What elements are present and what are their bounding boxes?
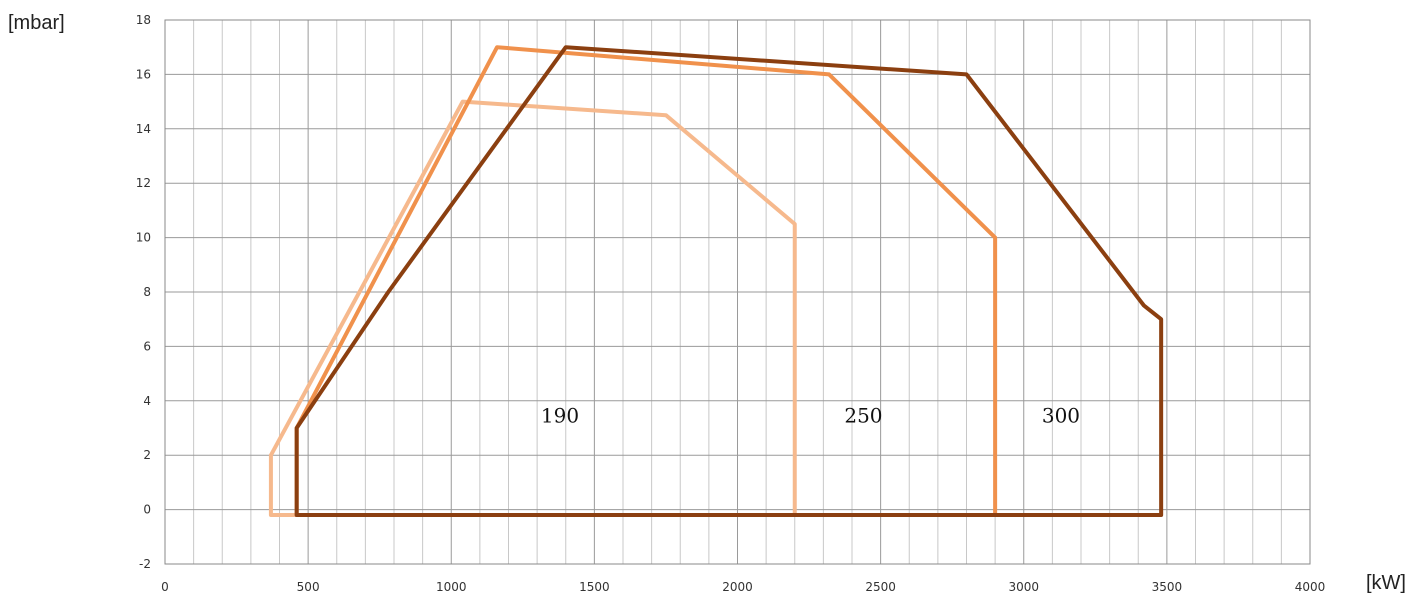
y-tick-label: 18 — [136, 13, 151, 27]
x-axis-unit-label: [kW] — [1366, 572, 1406, 594]
grid — [164, 19, 1311, 565]
region-label-250: 250 — [844, 404, 882, 428]
x-tick-label: 1000 — [436, 580, 467, 594]
series-lines — [268, 45, 1164, 518]
y-tick-label: 12 — [136, 176, 151, 190]
plot-area-border — [164, 19, 1311, 565]
series-line-300 — [294, 45, 1164, 518]
y-tick-label: 0 — [143, 503, 151, 517]
axis-ticks: -2 0 2 4 6 8 10 12 14 16 18 0 500 1000 1500 2000 2500 300… — [136, 13, 1326, 594]
series-line-250 — [294, 45, 998, 518]
y-tick-label: 14 — [136, 122, 151, 136]
y-tick-label: 10 — [136, 231, 151, 245]
series-line-190 — [268, 99, 797, 518]
y-tick-label: 6 — [143, 339, 151, 353]
x-tick-label: 2000 — [722, 580, 753, 594]
x-tick-label: 1500 — [579, 580, 610, 594]
region-labels: 190 250 300 — [541, 404, 1080, 428]
y-tick-label: 8 — [143, 285, 151, 299]
x-tick-label: 2500 — [865, 580, 896, 594]
y-axis-unit-label: [mbar] — [8, 12, 65, 34]
x-tick-label: 4000 — [1295, 580, 1326, 594]
x-tick-label: 500 — [297, 580, 320, 594]
region-label-300: 300 — [1042, 404, 1080, 428]
x-tick-label: 3000 — [1008, 580, 1039, 594]
x-tick-label: 0 — [161, 580, 169, 594]
y-tick-label: 16 — [136, 67, 151, 81]
y-tick-label: -2 — [139, 557, 151, 571]
y-tick-label: 4 — [143, 394, 151, 408]
region-label-190: 190 — [541, 404, 579, 428]
x-tick-label: 3500 — [1152, 580, 1183, 594]
y-tick-label: 2 — [143, 448, 151, 462]
